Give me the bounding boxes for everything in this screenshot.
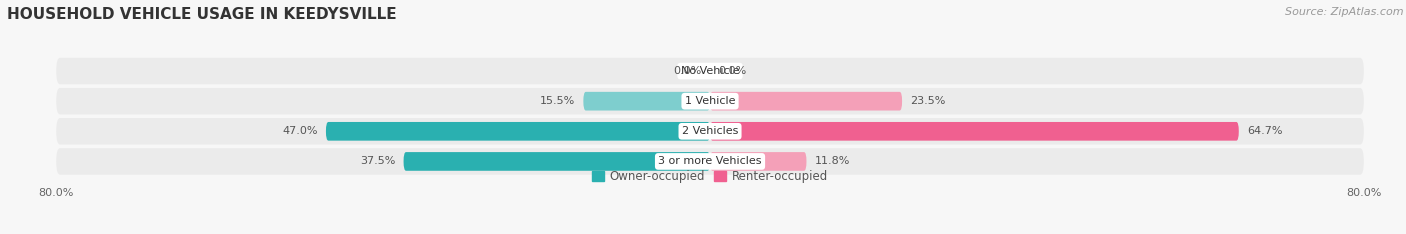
FancyBboxPatch shape (56, 58, 1364, 84)
FancyBboxPatch shape (583, 92, 710, 110)
Text: 2 Vehicles: 2 Vehicles (682, 126, 738, 136)
Text: 64.7%: 64.7% (1247, 126, 1282, 136)
FancyBboxPatch shape (710, 122, 1239, 141)
FancyBboxPatch shape (710, 92, 903, 110)
FancyBboxPatch shape (404, 152, 710, 171)
FancyBboxPatch shape (56, 118, 1364, 145)
Text: 23.5%: 23.5% (910, 96, 946, 106)
Text: 1 Vehicle: 1 Vehicle (685, 96, 735, 106)
Legend: Owner-occupied, Renter-occupied: Owner-occupied, Renter-occupied (592, 170, 828, 183)
Text: No Vehicle: No Vehicle (681, 66, 740, 76)
Text: Source: ZipAtlas.com: Source: ZipAtlas.com (1285, 7, 1403, 17)
Text: 15.5%: 15.5% (540, 96, 575, 106)
Text: HOUSEHOLD VEHICLE USAGE IN KEEDYSVILLE: HOUSEHOLD VEHICLE USAGE IN KEEDYSVILLE (7, 7, 396, 22)
FancyBboxPatch shape (710, 152, 807, 171)
Text: 0.0%: 0.0% (718, 66, 747, 76)
Text: 0.0%: 0.0% (673, 66, 702, 76)
Text: 37.5%: 37.5% (360, 157, 395, 166)
FancyBboxPatch shape (56, 88, 1364, 114)
Text: 3 or more Vehicles: 3 or more Vehicles (658, 157, 762, 166)
Text: 11.8%: 11.8% (814, 157, 851, 166)
Text: 47.0%: 47.0% (283, 126, 318, 136)
FancyBboxPatch shape (326, 122, 710, 141)
FancyBboxPatch shape (56, 148, 1364, 175)
